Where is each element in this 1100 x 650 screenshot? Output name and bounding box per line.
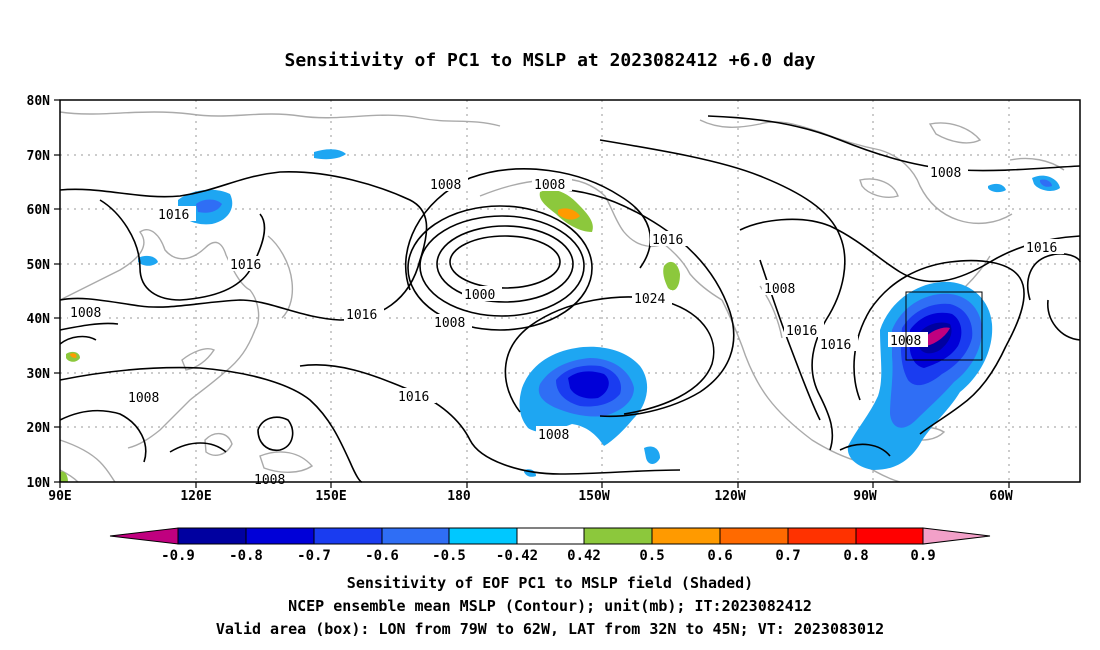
colorbar-segment <box>583 527 653 545</box>
colorbar-segment <box>719 527 789 545</box>
caption-shading: Sensitivity of EOF PC1 to MSLP field (Sh… <box>346 574 754 592</box>
colorbar-tick-label: -0.7 <box>297 548 331 564</box>
colorbar-segment <box>448 527 518 545</box>
contour-label: 1024 <box>634 292 665 307</box>
colorbar-segment <box>313 527 383 545</box>
contour-label: 1016 <box>346 308 377 323</box>
colorbar-segment <box>787 527 857 545</box>
contour-label: 1016 <box>652 233 683 248</box>
colorbar-segment <box>922 527 991 545</box>
contour-label: 1008 <box>764 282 795 297</box>
contour-label: 1008 <box>430 178 461 193</box>
contour-label: 1000 <box>464 288 495 303</box>
contour-label: 1008 <box>534 178 565 193</box>
contour-label: 1008 <box>254 473 285 488</box>
colorbar-segment <box>855 527 924 545</box>
plot-area: 1008 1008 1008 1016 1016 1000 1008 1016 … <box>59 99 1081 488</box>
sensitivity-shading <box>60 149 1060 482</box>
colorbar <box>109 527 991 545</box>
colorbar-tick-label: -0.8 <box>229 548 263 564</box>
contour-label: 1008 <box>128 391 159 406</box>
contour-labels: 1008 1008 1008 1016 1016 1000 1008 1016 … <box>68 164 1064 488</box>
contour-label: 1008 <box>70 306 101 321</box>
lat-label: 80N <box>27 94 51 109</box>
lon-label: 60W <box>989 489 1013 504</box>
colorbar-tick-label: -0.5 <box>432 548 466 564</box>
colorbar-segment <box>516 527 585 545</box>
lat-label: 20N <box>27 421 51 436</box>
contour-label: 1016 <box>1026 241 1057 256</box>
colorbar-tick-label: 0.6 <box>707 548 732 564</box>
colorbar-tick-label: -0.6 <box>365 548 399 564</box>
lat-label: 70N <box>27 149 51 164</box>
colorbar-tick-label: -0.42 <box>496 548 538 564</box>
mslp-contours <box>59 115 1081 483</box>
colorbar-tick-label: -0.9 <box>161 548 195 564</box>
map-title: Sensitivity of PC1 to MSLP at 2023082412… <box>284 50 816 71</box>
colorbar-segment <box>381 527 450 545</box>
lon-label: 90E <box>48 489 71 504</box>
lat-label: 30N <box>27 367 51 382</box>
colorbar-tick-label: 0.42 <box>567 548 601 564</box>
valid-area-box <box>905 291 983 361</box>
colorbar-tick-label: 0.7 <box>775 548 800 564</box>
contour-label: 1016 <box>158 208 189 223</box>
colorbar-tick-label: 0.5 <box>639 548 664 564</box>
contour-label: 1008 <box>434 316 465 331</box>
colorbar-segment <box>177 527 247 545</box>
lon-label: 120E <box>180 489 211 504</box>
longitude-labels: 90E 120E 150E 180 150W 120W 90W 60W <box>48 489 1013 504</box>
lon-label: 180 <box>447 489 471 504</box>
lat-label: 10N <box>27 476 51 491</box>
contour-label: 1016 <box>398 390 429 405</box>
caption-valid-area: Valid area (box): LON from 79W to 62W, L… <box>215 620 885 638</box>
contour-label: 1016 <box>230 258 261 273</box>
colorbar-segment <box>245 527 315 545</box>
latitude-labels: 80N 70N 60N 50N 40N 30N 20N 10N <box>27 94 51 491</box>
lon-label: 120W <box>714 489 745 504</box>
lon-label: 90W <box>853 489 877 504</box>
lon-label: 150E <box>315 489 346 504</box>
colorbar-tick-label: 0.9 <box>910 548 935 564</box>
plot-frame <box>59 99 1081 483</box>
contour-label: 1016 <box>786 324 817 339</box>
contour-label: 1008 <box>930 166 961 181</box>
lat-label: 50N <box>27 258 51 273</box>
axis-ticks <box>54 99 1010 488</box>
contour-label: 1016 <box>820 338 851 353</box>
caption-contour: NCEP ensemble mean MSLP (Contour); unit(… <box>288 597 812 615</box>
colorbar-tick-labels: -0.9 -0.8 -0.7 -0.6 -0.5 -0.42 0.42 0.5 … <box>161 548 936 564</box>
colorbar-segment <box>651 527 721 545</box>
lon-label: 150W <box>578 489 609 504</box>
colorbar-segment <box>109 527 179 545</box>
contour-label: 1008 <box>538 428 569 443</box>
lat-label: 40N <box>27 312 51 327</box>
lat-label: 60N <box>27 203 51 218</box>
colorbar-tick-label: 0.8 <box>843 548 868 564</box>
